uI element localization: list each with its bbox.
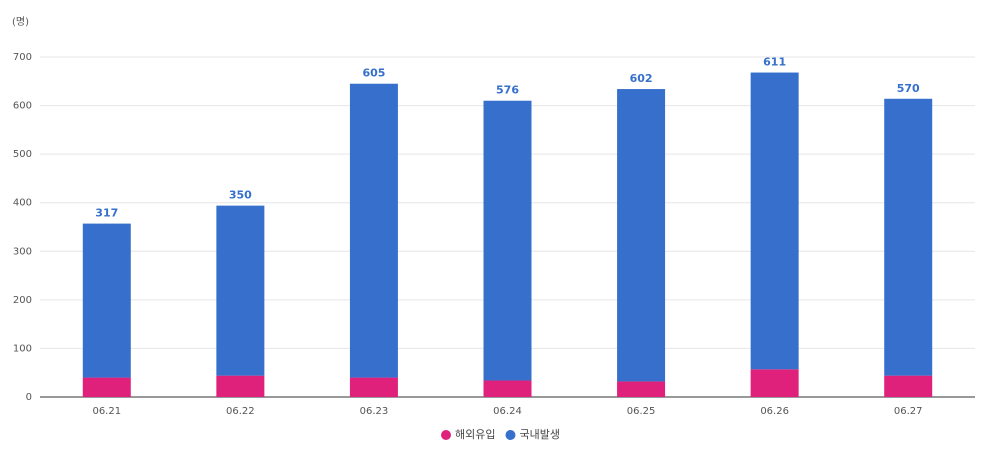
bar [216, 375, 265, 397]
bar [750, 369, 799, 397]
bar [82, 223, 131, 378]
x-tick-label: 06.24 [493, 406, 522, 417]
legend-marker [441, 430, 451, 440]
y-tick-label: 400 [13, 198, 32, 209]
bar [82, 377, 131, 397]
bar [483, 100, 532, 381]
y-tick-label: 0 [26, 392, 32, 403]
bar [884, 375, 933, 397]
value-label: 605 [362, 67, 385, 80]
bar [617, 89, 666, 382]
bar [884, 98, 933, 376]
x-tick-label: 06.23 [360, 406, 389, 417]
value-label: 602 [630, 72, 653, 85]
value-label: 350 [229, 189, 252, 202]
y-tick-label: 200 [13, 295, 32, 306]
x-tick-label: 06.26 [760, 406, 789, 417]
y-axis-label: (명) [12, 16, 29, 28]
legend-label: 국내발생 [519, 428, 559, 441]
x-tick-label: 06.25 [627, 406, 656, 417]
bar [349, 83, 398, 378]
value-label: 317 [95, 207, 118, 220]
x-tick-label: 06.22 [226, 406, 255, 417]
bar [750, 72, 799, 370]
bar [483, 380, 532, 397]
value-label: 576 [496, 84, 519, 97]
bar [349, 377, 398, 397]
bar [617, 381, 666, 397]
y-tick-label: 700 [13, 52, 32, 63]
x-tick-label: 06.21 [92, 406, 121, 417]
value-label: 570 [897, 82, 920, 95]
legend-marker [505, 430, 516, 440]
y-tick-label: 600 [13, 101, 32, 112]
bar [216, 205, 265, 376]
y-tick-label: 100 [13, 343, 32, 354]
legend-label: 해외유입 [455, 427, 495, 441]
y-tick-label: 500 [13, 149, 32, 160]
value-label: 611 [763, 56, 786, 69]
y-tick-label: 300 [13, 246, 32, 257]
x-tick-label: 06.27 [894, 406, 923, 417]
